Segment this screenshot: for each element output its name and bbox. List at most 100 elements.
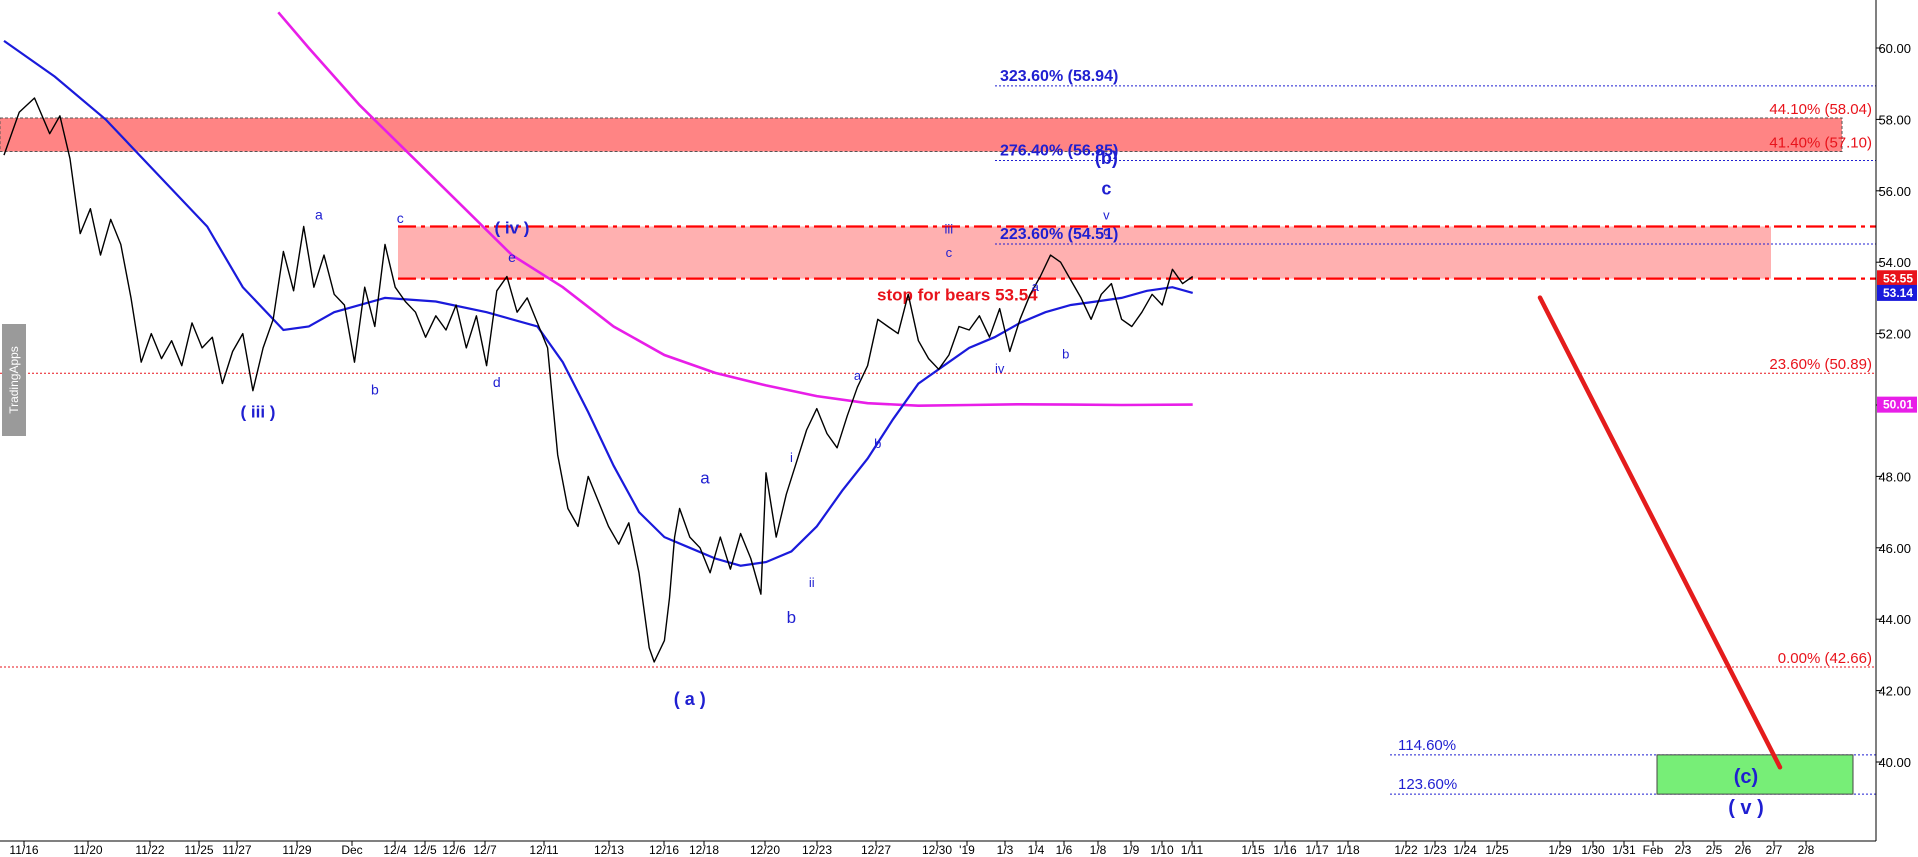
x-tick-label: 12/18 xyxy=(689,843,719,857)
wave-label: ii xyxy=(809,575,815,590)
wave-label: a xyxy=(315,206,323,222)
wave-label: iii xyxy=(945,222,954,237)
price-tag-label: 50.01 xyxy=(1883,398,1913,412)
x-tick-label: 1/31 xyxy=(1612,843,1636,857)
fib-red-label: 44.10% (58.04) xyxy=(1769,101,1872,118)
target-label: (c) xyxy=(1734,766,1758,788)
y-tick-label: 40.00 xyxy=(1878,755,1911,770)
x-tick-label: Feb xyxy=(1643,843,1664,857)
y-tick-label: 46.00 xyxy=(1878,541,1911,556)
price-tag-label: 53.14 xyxy=(1883,286,1913,300)
x-tick-label: 1/10 xyxy=(1150,843,1174,857)
wave-label: e xyxy=(508,249,516,265)
target-box xyxy=(1656,754,1854,795)
wave-label: iv xyxy=(995,361,1005,376)
x-tick-label: 11/29 xyxy=(282,843,311,857)
x-tick-label: 2/7 xyxy=(1766,843,1783,857)
fib-blue-label: 276.40% (56.85) xyxy=(1000,142,1118,159)
wave-label: c xyxy=(1101,178,1111,198)
x-tick-label: 11/27 xyxy=(222,843,251,857)
wave-label: ( iv ) xyxy=(495,219,530,238)
x-tick-label: Dec xyxy=(341,843,362,857)
wave-label: (b) xyxy=(1095,148,1118,168)
fib-blue-label: 223.60% (54.51) xyxy=(1000,226,1118,243)
x-tick-label: 1/18 xyxy=(1336,843,1360,857)
projection-layer: (c) ( v ) xyxy=(1537,295,1854,819)
x-tick-label: 12/23 xyxy=(802,843,832,857)
fibonacci-levels: 44.10% (58.04) 41.40% (57.10) 23.60% (50.8… xyxy=(0,68,1876,795)
x-tick-label: 1/24 xyxy=(1453,843,1477,857)
x-tick-label: 12/7 xyxy=(473,843,497,857)
y-tick-label: 58.00 xyxy=(1878,112,1911,127)
wave-label: c xyxy=(397,210,404,226)
y-tick-label: 60.00 xyxy=(1878,41,1911,56)
x-tick-label: 1/25 xyxy=(1485,843,1509,857)
fib-blue-label: 114.60% xyxy=(1398,737,1456,754)
wave-label: c xyxy=(946,245,953,260)
x-tick-label: 12/13 xyxy=(594,843,624,857)
fib-red-label: 0.00% (42.66) xyxy=(1778,650,1872,667)
target-label-2: ( v ) xyxy=(1728,797,1764,819)
x-tick-label: 1/4 xyxy=(1028,843,1045,857)
moving-average-short-line xyxy=(3,40,1193,567)
moving-average-long-line xyxy=(277,11,1193,408)
x-tick-label: 1/17 xyxy=(1305,843,1329,857)
wave-label: d xyxy=(493,374,501,390)
y-tick-label: 44.00 xyxy=(1878,612,1911,627)
wave-label: a xyxy=(700,469,710,488)
x-tick-label: 1/11 xyxy=(1181,843,1204,857)
stop-label: stop for bears 53.54 xyxy=(877,286,1038,305)
x-tick-label: 12/16 xyxy=(649,843,679,857)
x-tick-label: 12/11 xyxy=(529,843,558,857)
x-tick-label: 1/16 xyxy=(1273,843,1297,857)
price-line xyxy=(3,97,1194,663)
wave-label: ( iii ) xyxy=(241,402,276,421)
price-tag-label: 53.55 xyxy=(1883,271,1913,285)
wave-label: b xyxy=(787,608,796,627)
wave-label: c xyxy=(1103,223,1110,238)
wave-label: b xyxy=(874,436,881,451)
resistance-zone-2 xyxy=(398,226,1771,279)
wave-label: i xyxy=(790,450,793,465)
wave-label: a xyxy=(854,368,862,383)
x-tick-label: 1/9 xyxy=(1123,843,1140,857)
y-tick-label: 54.00 xyxy=(1878,255,1911,270)
x-tick-label: 12/4 xyxy=(383,843,407,857)
x-tick-label: 12/30 xyxy=(922,843,952,857)
x-tick-label: 1/23 xyxy=(1423,843,1447,857)
y-tick-label: 42.00 xyxy=(1878,684,1911,699)
x-tick-label: 2/3 xyxy=(1675,843,1692,857)
x-tick-label: 1/15 xyxy=(1241,843,1265,857)
fib-red-label: 23.60% (50.89) xyxy=(1769,356,1872,373)
y-tick-label: 52.00 xyxy=(1878,327,1911,342)
y-tick-label: 56.00 xyxy=(1878,184,1911,199)
x-tick-label: 1/29 xyxy=(1548,843,1572,857)
projection-line xyxy=(1537,295,1783,770)
x-tick-label: 12/27 xyxy=(861,843,891,857)
x-tick-label: 11/20 xyxy=(73,843,102,857)
x-tick-label: 1/30 xyxy=(1581,843,1605,857)
x-tick-label: 2/6 xyxy=(1735,843,1752,857)
wave-label: ( a ) xyxy=(674,689,706,709)
series-lines xyxy=(3,11,1194,663)
fib-blue-label: 323.60% (58.94) xyxy=(1000,68,1118,85)
x-tick-label: 1/22 xyxy=(1394,843,1418,857)
resistance-zone-1 xyxy=(0,117,1843,153)
x-tick-label: 2/5 xyxy=(1706,843,1723,857)
watermark-text: TradingApps xyxy=(7,346,21,414)
x-tick-label: 11/25 xyxy=(184,843,213,857)
wave-label: b xyxy=(371,381,379,397)
wave-labels: ( iii )abc( iv )eda( a )iiibabiiicivab(b… xyxy=(241,148,1118,709)
x-tick-label: '19 xyxy=(959,843,975,857)
wave-label: v xyxy=(1103,207,1110,222)
price-tag xyxy=(1877,284,1917,301)
x-tick-label: 12/6 xyxy=(442,843,466,857)
resistance-zones: stop for bears 53.54 xyxy=(0,117,1876,305)
price-tag xyxy=(1877,396,1917,413)
tradingapps-watermark: TradingApps xyxy=(2,324,26,436)
x-axis: 11/16 11/20 11/22 11/25 11/27 11/29 Dec 12/4 12/… xyxy=(9,841,1815,857)
x-tick-label: 2/8 xyxy=(1798,843,1815,857)
price-tag xyxy=(1877,270,1917,287)
